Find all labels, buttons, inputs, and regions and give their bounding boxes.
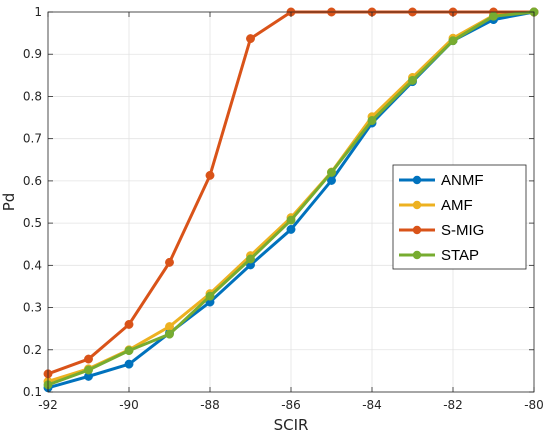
legend: ANMF AMF S-MIG STAP xyxy=(392,164,527,270)
data-point xyxy=(489,11,498,21)
legend-item: ANMF xyxy=(399,172,484,189)
data-point xyxy=(246,254,255,264)
data-point xyxy=(367,116,377,125)
x-tick-label: -80 xyxy=(524,398,544,412)
x-tick-label: -90 xyxy=(119,398,139,412)
data-point xyxy=(84,365,93,375)
legend-marker xyxy=(412,250,422,260)
data-point xyxy=(124,319,134,329)
y-tick-label: 0.9 xyxy=(23,47,42,61)
y-tick-label: 0.1 xyxy=(23,385,42,399)
legend-item: S-MIG xyxy=(399,222,484,239)
x-tick-label: -86 xyxy=(281,398,301,412)
y-tick-label: 0.3 xyxy=(23,301,42,315)
data-point xyxy=(205,291,215,301)
data-point xyxy=(408,75,417,85)
x-tick-label: -82 xyxy=(443,398,463,412)
legend-label: STAP xyxy=(441,247,479,264)
y-tick-label: 0.6 xyxy=(23,174,42,188)
x-tick-label: -88 xyxy=(200,398,220,412)
legend-marker xyxy=(412,200,422,210)
data-point xyxy=(286,224,296,234)
y-tick-label: 0.7 xyxy=(23,132,42,146)
legend-marker xyxy=(412,175,422,185)
legend-marker xyxy=(412,225,422,235)
data-point xyxy=(448,36,458,46)
axis-ticks: -92 -90 -88 -86 -84 -82 -80 0.1 0.2 0.3 0.4 0.5 0.6 0… xyxy=(23,5,544,412)
data-point xyxy=(124,346,134,356)
y-tick-label: 0.4 xyxy=(23,258,42,272)
x-axis-label: SCIR xyxy=(274,416,309,434)
legend-item: AMF xyxy=(399,197,473,214)
data-point xyxy=(286,215,296,225)
data-point xyxy=(205,170,215,180)
legend-label: ANMF xyxy=(441,172,484,189)
data-point xyxy=(327,167,336,177)
y-tick-label: 1 xyxy=(34,5,42,19)
legend-label: AMF xyxy=(441,197,473,214)
data-point xyxy=(124,359,134,369)
series-stap xyxy=(43,7,539,390)
y-tick-label: 0.2 xyxy=(23,343,42,357)
data-point xyxy=(84,354,93,364)
legend-item: STAP xyxy=(399,247,479,264)
legend-label: S-MIG xyxy=(441,222,484,239)
x-tick-label: -84 xyxy=(362,398,382,412)
data-point xyxy=(165,329,174,339)
data-point xyxy=(165,257,174,267)
data-point xyxy=(246,34,255,44)
y-tick-label: 0.5 xyxy=(23,216,42,230)
x-tick-label: -92 xyxy=(38,398,58,412)
y-axis-label: Pd xyxy=(0,193,18,212)
y-tick-label: 0.8 xyxy=(23,89,42,103)
